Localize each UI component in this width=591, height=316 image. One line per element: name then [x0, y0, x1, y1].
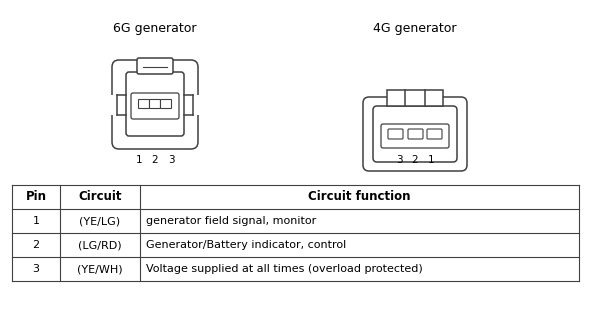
FancyBboxPatch shape — [126, 72, 184, 136]
FancyBboxPatch shape — [388, 129, 403, 139]
Text: Circuit function: Circuit function — [309, 191, 411, 204]
Text: (YE/WH): (YE/WH) — [77, 264, 123, 274]
Text: 2: 2 — [412, 155, 418, 165]
FancyBboxPatch shape — [381, 124, 449, 148]
FancyBboxPatch shape — [408, 129, 423, 139]
Bar — [189, 95, 199, 115]
FancyBboxPatch shape — [363, 97, 467, 171]
Text: (LG/RD): (LG/RD) — [78, 240, 122, 250]
Bar — [387, 90, 443, 106]
FancyBboxPatch shape — [137, 58, 173, 74]
Bar — [111, 95, 121, 115]
Text: 3: 3 — [396, 155, 402, 165]
Text: Generator/Battery indicator, control: Generator/Battery indicator, control — [146, 240, 346, 250]
FancyBboxPatch shape — [150, 100, 161, 108]
Text: Circuit: Circuit — [78, 191, 122, 204]
Text: 4G generator: 4G generator — [374, 22, 457, 35]
Text: Voltage supplied at all times (overload protected): Voltage supplied at all times (overload … — [146, 264, 423, 274]
FancyBboxPatch shape — [112, 60, 198, 149]
Text: 1: 1 — [33, 216, 40, 226]
Text: Pin: Pin — [25, 191, 47, 204]
Text: (YE/LG): (YE/LG) — [79, 216, 121, 226]
FancyBboxPatch shape — [161, 100, 171, 108]
Text: 2: 2 — [33, 240, 40, 250]
Text: 1: 1 — [428, 155, 434, 165]
Text: generator field signal, monitor: generator field signal, monitor — [146, 216, 316, 226]
FancyBboxPatch shape — [131, 93, 179, 119]
FancyBboxPatch shape — [427, 129, 442, 139]
FancyBboxPatch shape — [373, 106, 457, 162]
FancyBboxPatch shape — [138, 100, 150, 108]
Text: 1: 1 — [136, 155, 142, 165]
Text: 2: 2 — [152, 155, 158, 165]
Text: 6G generator: 6G generator — [113, 22, 197, 35]
Text: 3: 3 — [168, 155, 174, 165]
Text: 3: 3 — [33, 264, 40, 274]
